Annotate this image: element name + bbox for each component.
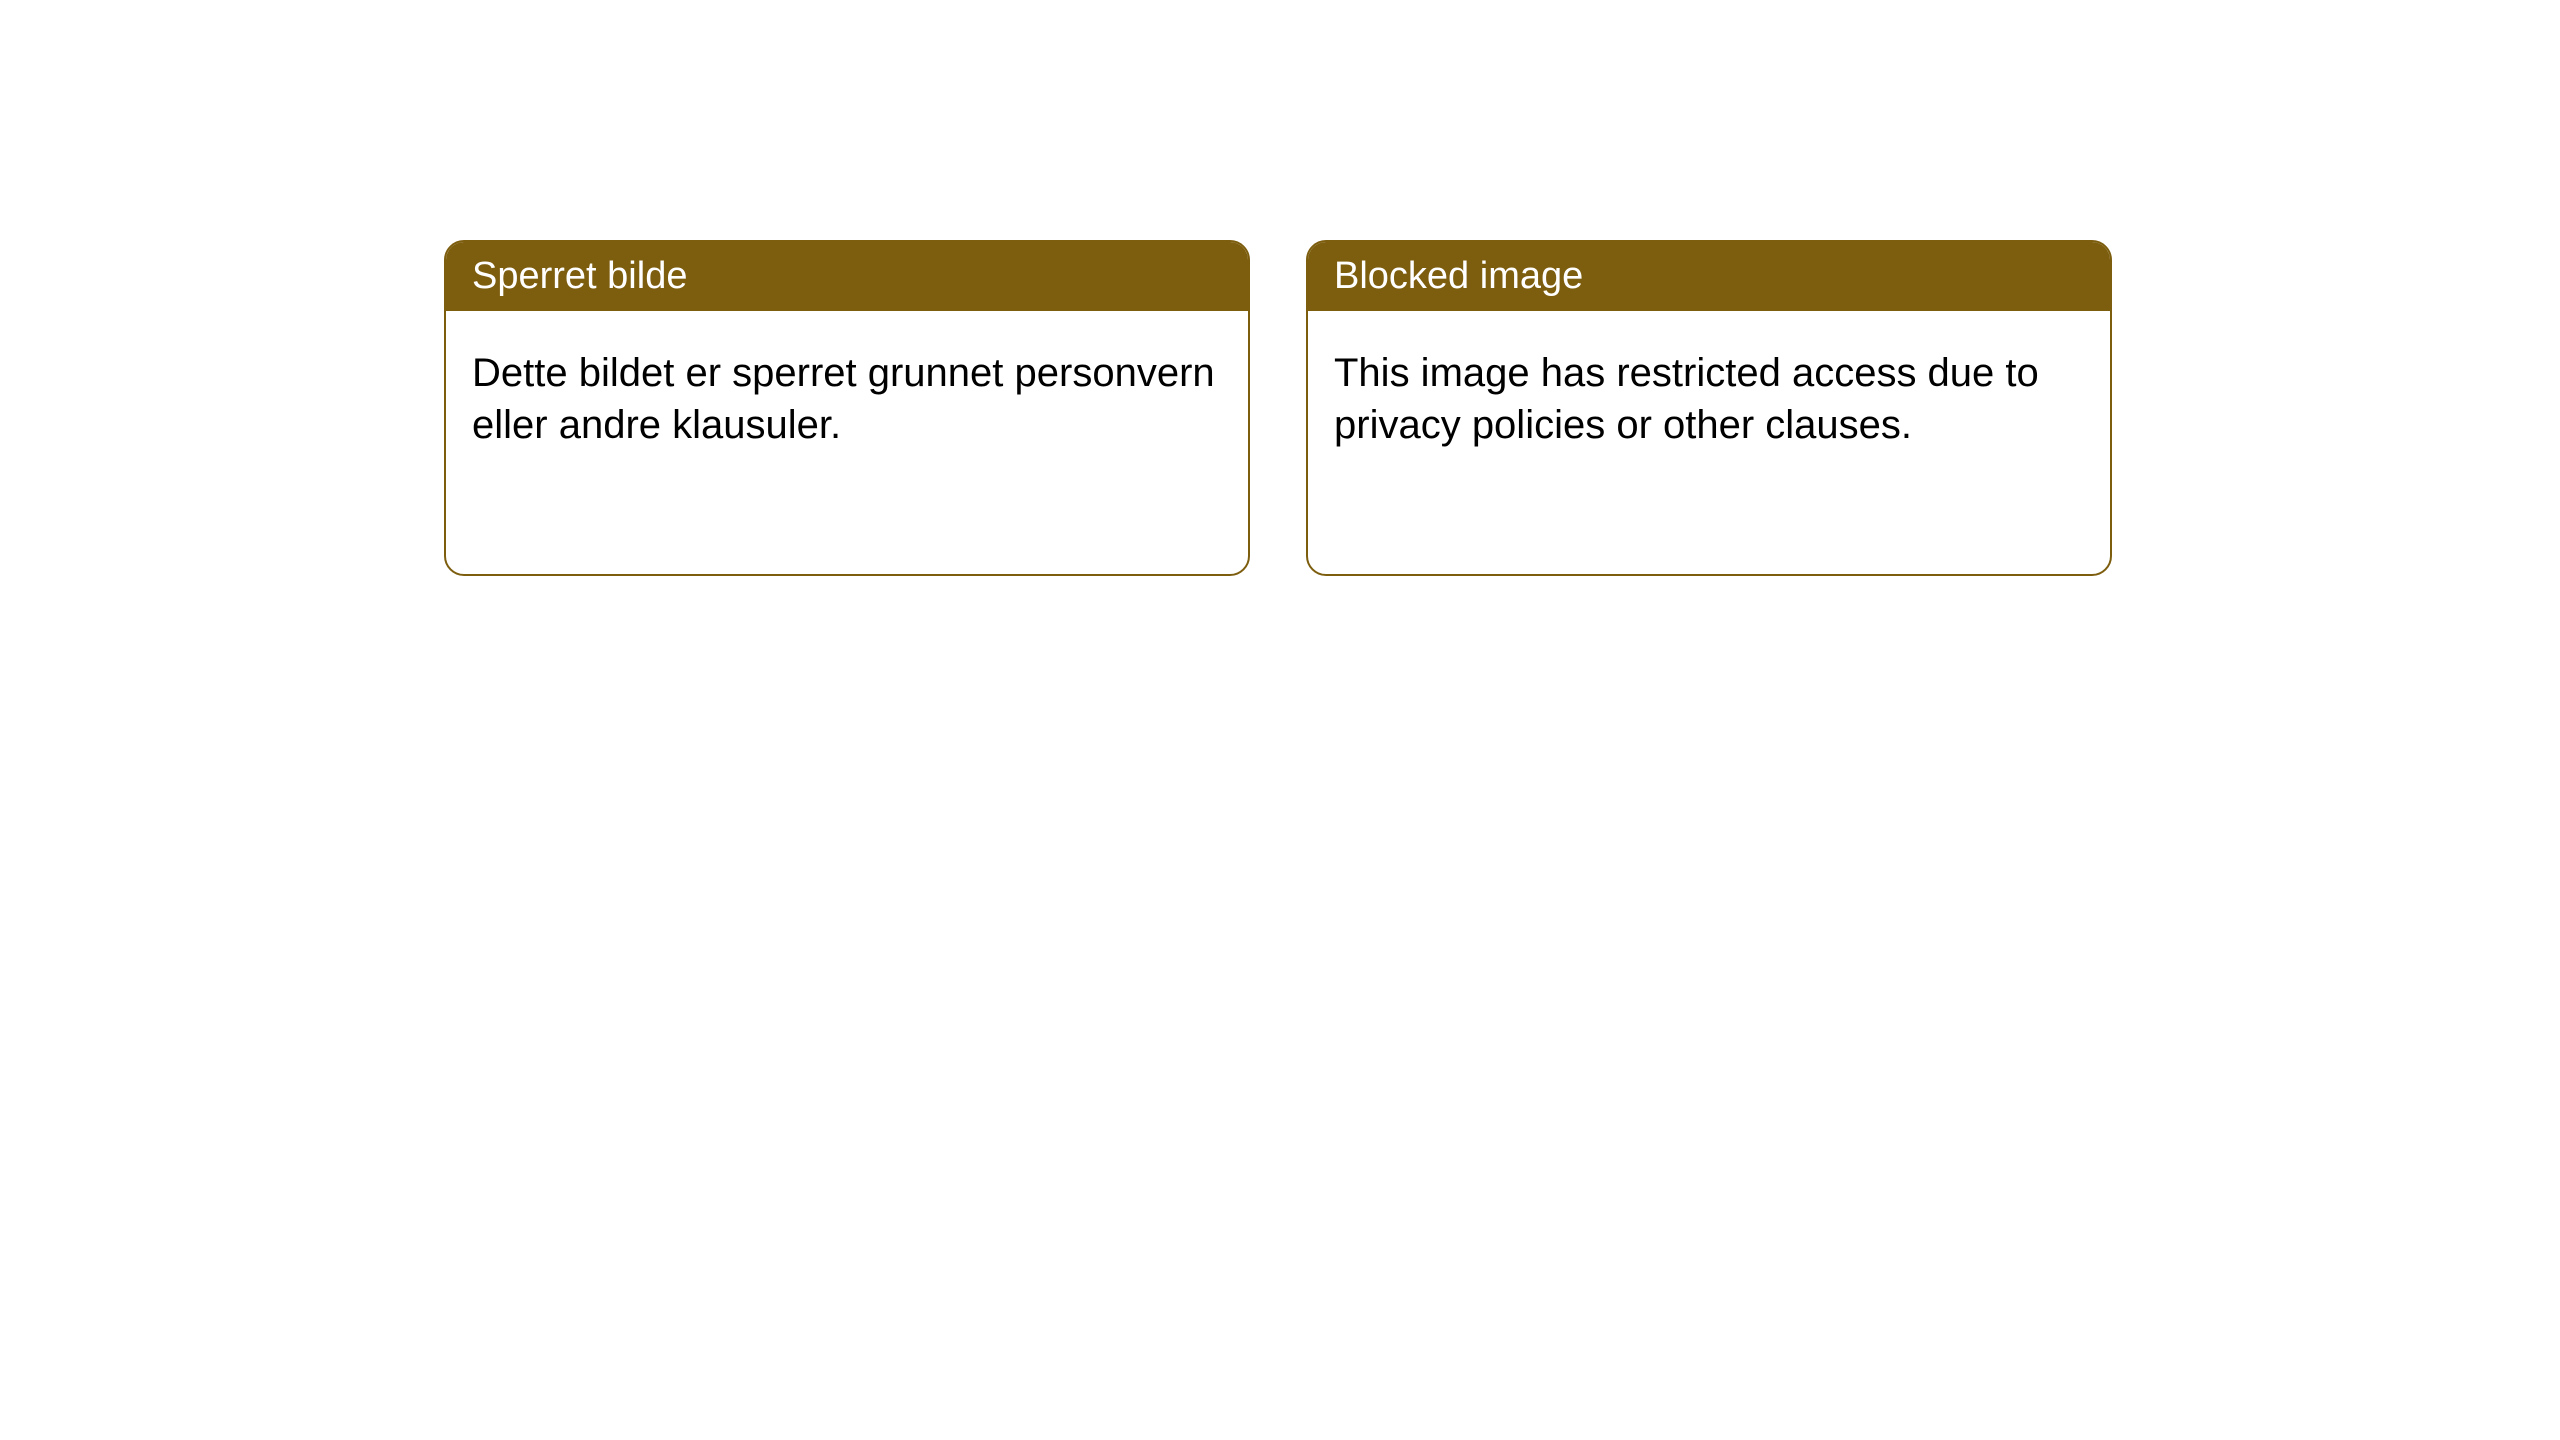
card-body-en: This image has restricted access due to … (1308, 311, 2110, 487)
blocked-image-card-no: Sperret bilde Dette bildet er sperret gr… (444, 240, 1250, 576)
card-container: Sperret bilde Dette bildet er sperret gr… (0, 0, 2560, 576)
card-header-no: Sperret bilde (446, 242, 1248, 311)
blocked-image-card-en: Blocked image This image has restricted … (1306, 240, 2112, 576)
card-body-no: Dette bildet er sperret grunnet personve… (446, 311, 1248, 487)
card-header-en: Blocked image (1308, 242, 2110, 311)
